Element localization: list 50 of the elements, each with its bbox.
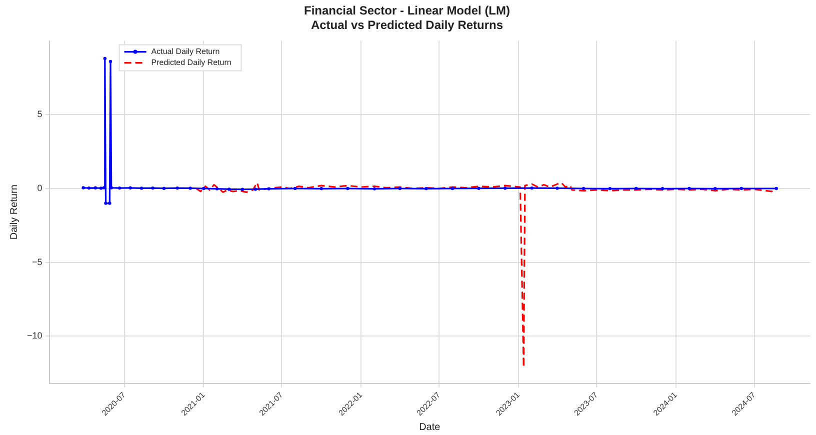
point: [398, 186, 402, 190]
point: [582, 186, 586, 190]
point: [254, 188, 258, 191]
point: [108, 60, 112, 64]
point: [267, 187, 270, 190]
point: [228, 188, 231, 191]
point: [188, 186, 192, 190]
legend-label: Predicted Daily Return: [151, 58, 232, 68]
chart-subtitle: Actual vs Predicted Daily Returns: [310, 18, 504, 32]
point: [104, 202, 108, 205]
point: [688, 186, 691, 190]
y-tick-label: −5: [32, 256, 42, 267]
point: [128, 186, 132, 190]
y-tick-label: 5: [37, 109, 42, 120]
point: [118, 186, 122, 190]
point: [774, 186, 778, 190]
point: [320, 187, 323, 190]
point: [504, 186, 507, 190]
point: [240, 188, 244, 191]
point: [87, 186, 91, 190]
point: [450, 186, 454, 190]
point: [660, 187, 664, 190]
point: [99, 186, 103, 190]
point: [82, 186, 85, 190]
point: [202, 186, 206, 190]
y-tick-label: −10: [26, 330, 42, 341]
x-axis-title: Date: [419, 422, 441, 433]
point: [714, 187, 717, 190]
y-axis-title: Daily Return: [8, 184, 20, 240]
point: [140, 186, 144, 190]
point: [151, 186, 154, 190]
point: [477, 186, 480, 190]
point: [608, 187, 612, 190]
point: [162, 186, 166, 190]
point: [215, 187, 219, 190]
point: [346, 186, 350, 190]
point: [556, 186, 559, 190]
point: [530, 186, 534, 190]
point: [634, 186, 638, 190]
point: [94, 186, 98, 190]
point: [108, 202, 112, 205]
point: [372, 187, 376, 190]
point: [103, 56, 106, 60]
legend-label: Actual Daily Return: [151, 47, 220, 56]
point: [424, 187, 428, 190]
point: [740, 186, 744, 190]
chart-title: Financial Sector - Linear Model (LM): [304, 4, 510, 18]
point: [176, 186, 179, 190]
point: [293, 186, 297, 190]
y-tick-label: 0: [37, 182, 42, 193]
